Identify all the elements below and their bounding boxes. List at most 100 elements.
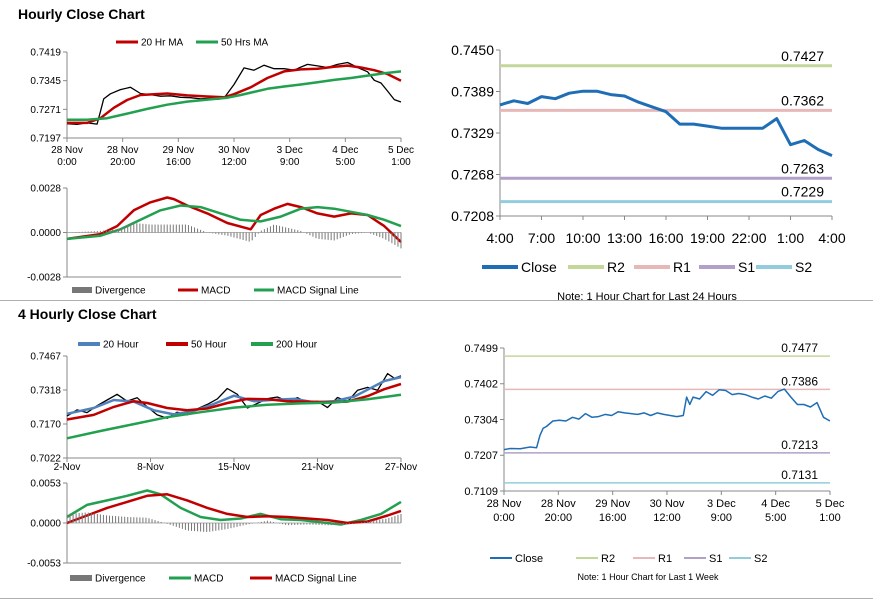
h_levels-legend-label: R2: [607, 259, 625, 275]
h_macd-y-tick-label: -0.0028: [27, 273, 61, 284]
h_price-x-tick-label: 4 Dec: [332, 145, 358, 156]
hourly-section-title: Hourly Close Chart: [18, 6, 145, 22]
h_levels-y-tick-label: 0.7389: [451, 83, 494, 99]
f_price-legend-label: 20 Hour: [103, 340, 139, 351]
f_macd-y-tick-label: 0.0053: [30, 479, 61, 490]
f_macd-y-tick-label: 0.0000: [30, 519, 61, 530]
h_price-x-tick-label: 29 Nov: [162, 145, 194, 156]
h_macd-y-tick-label: 0.0028: [30, 184, 61, 195]
f_price-y-tick-label: 0.7318: [30, 386, 61, 397]
f_macd-legend-label: Divergence: [95, 574, 146, 585]
f_levels-y-tick-label: 0.7109: [464, 486, 498, 498]
h_price-y-tick-label: 0.7197: [30, 134, 61, 145]
h_levels-y-tick-label: 0.7268: [451, 166, 494, 182]
h_levels-level-label-r1: 0.7362: [781, 92, 824, 108]
f_macd-legend-label: MACD Signal Line: [275, 574, 357, 585]
f_levels-x-tick-label: 1:00: [819, 512, 840, 524]
f_levels-y-tick-label: 0.7499: [464, 343, 498, 355]
f_macd-legend-label: MACD: [194, 574, 223, 585]
f_levels-level-label-r2: 0.7477: [781, 341, 818, 355]
section-separator: [0, 300, 873, 301]
h_price-x-tick-label: 1:00: [391, 157, 411, 168]
h_levels-series-close: [499, 89, 833, 157]
f_levels-x-tick-label: 4 Dec: [761, 498, 790, 510]
h_levels-x-tick-label: 1:00: [777, 230, 804, 246]
f_price-y-tick-label: 0.7467: [30, 352, 61, 363]
h_levels-legend-label: S2: [795, 259, 812, 275]
h_levels-y-tick-label: 0.7208: [451, 208, 494, 224]
h_price-x-tick-label: 28 Nov: [107, 145, 139, 156]
f_levels-series-close: [503, 388, 831, 451]
h_levels-note: Note: 1 Hour Chart for Last 24 Hours: [557, 291, 737, 303]
h_levels-x-tick-label: 4:00: [486, 230, 513, 246]
h_macd-legend-label: MACD Signal Line: [277, 286, 359, 297]
f_levels-x-tick-label: 28 Nov: [541, 498, 576, 510]
f_levels-x-tick-label: 30 Nov: [650, 498, 685, 510]
f_price-legend-label: 50 Hour: [191, 340, 227, 351]
h_price-x-tick-label: 12:00: [221, 157, 246, 168]
h_price-x-tick-label: 20:00: [110, 157, 135, 168]
h_levels-x-tick-label: 22:00: [731, 230, 766, 246]
h_macd-legend-label: Divergence: [95, 286, 146, 297]
f_levels-x-tick-label: 0:00: [493, 512, 514, 524]
h_levels-y-tick-label: 0.7450: [451, 42, 494, 58]
f_price-x-tick-label: 2-Nov: [54, 462, 81, 473]
h_levels-y-tick-label: 0.7329: [451, 125, 494, 141]
f_levels-level-label-s2: 0.7131: [781, 468, 818, 482]
h_price-legend-label: 50 Hrs MA: [221, 38, 269, 49]
h_levels-x-tick-label: 16:00: [648, 230, 683, 246]
four-hourly-section-title: 4 Hourly Close Chart: [18, 306, 157, 322]
h_levels-x-tick-label: 4:00: [818, 230, 845, 246]
h_macd-series-macd-signal-line: [66, 204, 402, 241]
h_price-series-20-hr-ma: [67, 64, 402, 125]
f_levels-x-tick-label: 16:00: [599, 512, 627, 524]
f_levels-x-tick-label: 20:00: [545, 512, 573, 524]
f_price-series-200-hour: [66, 393, 402, 440]
f_levels-x-tick-label: 29 Nov: [595, 498, 630, 510]
f_price-x-tick-label: 27-Nov: [385, 462, 417, 473]
h_levels-x-tick-label: 10:00: [565, 230, 600, 246]
h_price-legend-label: 20 Hr MA: [141, 38, 184, 49]
h_price-x-tick-label: 5 Dec: [388, 145, 414, 156]
h_price-x-tick-label: 3 Dec: [277, 145, 303, 156]
f_price-x-tick-label: 8-Nov: [137, 462, 164, 473]
h_price-x-tick-label: 0:00: [57, 157, 77, 168]
f_levels-level-label-s1: 0.7213: [781, 438, 818, 452]
h_macd-series-macd: [66, 196, 402, 243]
h_price-x-tick-label: 28 Nov: [51, 145, 83, 156]
f_levels-note: Note: 1 Hour Chart for Last 1 Week: [578, 572, 719, 582]
f_macd-series-macd-signal-line: [66, 493, 402, 525]
f_levels-y-tick-label: 0.7402: [464, 379, 498, 391]
h_price-x-tick-label: 16:00: [166, 157, 191, 168]
f_macd-y-tick-label: -0.0053: [27, 559, 61, 570]
h_macd-legend-label: MACD: [201, 286, 230, 297]
f_levels-x-tick-label: 12:00: [653, 512, 681, 524]
f_levels-x-tick-label: 5 Dec: [816, 498, 845, 510]
f_price-y-tick-label: 0.7170: [30, 420, 61, 431]
h_price-x-tick-label: 9:00: [280, 157, 300, 168]
f_levels-level-label-r1: 0.7386: [781, 374, 818, 388]
f_levels-x-tick-label: 3 Dec: [707, 498, 736, 510]
h_levels-x-tick-label: 7:00: [528, 230, 555, 246]
bottom-separator: [0, 598, 873, 599]
f_levels-legend-label: R2: [601, 553, 615, 565]
f_levels-legend-label: Close: [515, 553, 543, 565]
h_levels-level-label-s1: 0.7263: [781, 160, 824, 176]
h_levels-legend-label: R1: [673, 259, 691, 275]
h_levels-level-label-r2: 0.7427: [781, 48, 824, 64]
f_levels-x-tick-label: 5:00: [765, 512, 786, 524]
f_levels-x-tick-label: 28 Nov: [487, 498, 522, 510]
f_levels-y-tick-label: 0.7304: [464, 414, 498, 426]
f_levels-legend-label: R1: [658, 553, 672, 565]
h_levels-x-tick-label: 13:00: [607, 230, 642, 246]
h_levels-level-label-s2: 0.7229: [781, 184, 824, 200]
f_price-x-tick-label: 15-Nov: [218, 462, 250, 473]
h_levels-legend-label: S1: [738, 259, 755, 275]
h_price-y-tick-label: 0.7419: [30, 48, 61, 59]
f_levels-x-tick-label: 9:00: [711, 512, 732, 524]
h_macd-y-tick-label: 0.0000: [30, 228, 61, 239]
h_price-x-tick-label: 30 Nov: [218, 145, 250, 156]
f_levels-y-tick-label: 0.7207: [464, 450, 498, 462]
f_levels-legend-label: S1: [709, 553, 722, 565]
